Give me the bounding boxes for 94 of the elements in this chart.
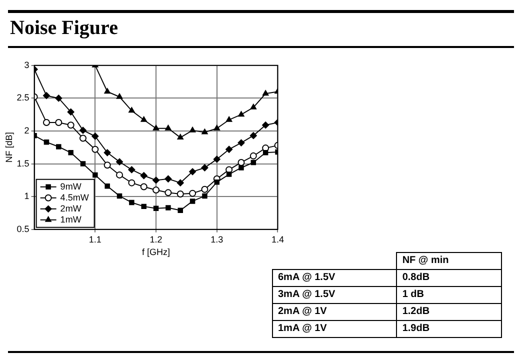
point xyxy=(262,122,270,129)
point xyxy=(178,208,183,213)
point xyxy=(238,111,244,117)
point xyxy=(201,186,208,193)
point xyxy=(238,139,245,146)
point xyxy=(104,149,111,156)
point xyxy=(80,134,86,142)
point xyxy=(165,124,172,130)
y-tick-label: 2.5 xyxy=(16,92,30,103)
point xyxy=(189,190,196,197)
y-tick-label: 3 xyxy=(24,60,30,70)
point xyxy=(250,132,257,140)
point xyxy=(262,150,268,156)
text: NF @ min xyxy=(396,252,502,270)
point xyxy=(250,104,256,110)
point xyxy=(42,92,50,100)
point xyxy=(202,128,208,134)
point xyxy=(116,171,124,178)
point xyxy=(238,158,245,166)
point xyxy=(177,134,184,140)
y-tick-label: 2 xyxy=(24,125,30,136)
point xyxy=(116,193,122,199)
point xyxy=(80,126,86,134)
point xyxy=(104,183,110,189)
point xyxy=(141,204,146,210)
point xyxy=(226,172,232,177)
point xyxy=(250,152,257,160)
legend-label: 4.5mW xyxy=(60,192,90,202)
text: 0.8dB xyxy=(396,270,502,286)
point xyxy=(189,168,196,176)
text: 2mA @ 1V xyxy=(272,304,397,320)
text: 6mA @ 1.5V xyxy=(272,270,397,286)
text: 1 dB xyxy=(396,286,502,304)
point xyxy=(68,150,74,156)
point xyxy=(128,179,136,186)
point xyxy=(201,164,208,172)
x-tick-label: 1.1 xyxy=(88,234,102,244)
point xyxy=(92,172,98,178)
y-axis-title: NF [dB] xyxy=(4,132,14,163)
point xyxy=(92,146,99,153)
point xyxy=(152,176,160,184)
point xyxy=(152,124,160,130)
point xyxy=(238,165,244,170)
point xyxy=(80,161,86,166)
point xyxy=(140,183,148,190)
chart-title: Noise Figure xyxy=(10,17,118,40)
point xyxy=(189,126,196,132)
point xyxy=(56,144,62,150)
text: 1.2dB xyxy=(396,304,502,320)
text: 3mA @ 1.5V xyxy=(272,286,397,304)
point xyxy=(44,140,50,145)
point xyxy=(164,189,172,196)
legend-label: 9mW xyxy=(60,181,82,192)
point xyxy=(67,122,74,129)
y-tick-label: 1.5 xyxy=(16,158,30,168)
point xyxy=(202,193,208,199)
point xyxy=(128,107,135,113)
point xyxy=(214,124,220,130)
point xyxy=(176,190,184,198)
y-tick-label: 1 xyxy=(24,191,30,202)
point xyxy=(152,186,160,194)
x-tick-label: 1.3 xyxy=(210,234,224,244)
point xyxy=(140,116,147,122)
point xyxy=(213,156,220,163)
point xyxy=(104,88,110,94)
point xyxy=(116,158,124,166)
point xyxy=(129,200,134,206)
x-axis-title: f [GHz] xyxy=(142,247,170,258)
point xyxy=(67,108,74,116)
point xyxy=(153,206,159,212)
point xyxy=(42,118,50,126)
point xyxy=(116,93,123,99)
point xyxy=(214,180,220,185)
point xyxy=(190,198,196,204)
point xyxy=(104,162,111,169)
point xyxy=(226,116,232,122)
point xyxy=(55,118,62,126)
x-tick-label: 1.4 xyxy=(271,234,284,244)
point xyxy=(166,205,171,210)
text: 1.9dB xyxy=(396,320,502,338)
point xyxy=(128,166,136,174)
point xyxy=(55,94,62,102)
point xyxy=(164,175,172,182)
point xyxy=(92,132,99,140)
legend-label: 1mW xyxy=(60,214,82,224)
y-tick-label: 0.5 xyxy=(16,224,30,234)
point xyxy=(262,90,269,96)
legend-label: 2mW xyxy=(60,203,82,214)
point xyxy=(250,160,256,166)
point xyxy=(226,146,233,153)
text: 1mA @ 1V xyxy=(272,320,397,338)
point xyxy=(140,172,148,180)
x-tick-label: 1.2 xyxy=(150,234,162,244)
point xyxy=(176,179,184,186)
